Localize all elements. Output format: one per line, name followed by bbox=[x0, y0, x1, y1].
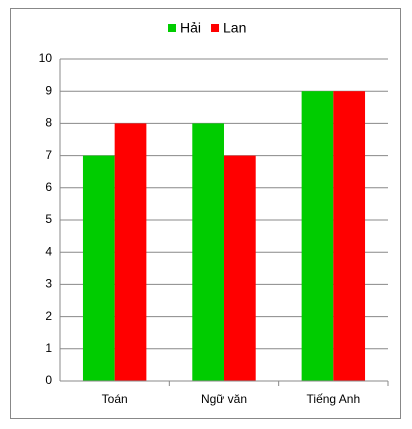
x-tick-label: Toán bbox=[102, 392, 128, 406]
bar bbox=[192, 123, 224, 382]
y-tick-label: 3 bbox=[45, 277, 52, 291]
y-tick-label: 2 bbox=[45, 309, 52, 323]
legend-swatch bbox=[168, 24, 176, 32]
bar bbox=[224, 155, 256, 381]
legend: Hải Lan bbox=[168, 20, 246, 36]
bar bbox=[333, 91, 366, 381]
bar bbox=[82, 155, 115, 381]
y-tick-label: 9 bbox=[45, 83, 52, 97]
legend-swatch bbox=[211, 24, 220, 32]
y-tick-label: 6 bbox=[45, 180, 52, 194]
y-tick-label: 5 bbox=[45, 212, 52, 226]
legend-label: Hải bbox=[180, 20, 201, 36]
y-tick-label: 8 bbox=[45, 116, 52, 130]
y-tick-label: 1 bbox=[45, 341, 52, 355]
bar bbox=[301, 91, 334, 381]
y-tick-label: 7 bbox=[45, 148, 52, 162]
bar bbox=[114, 123, 147, 382]
y-tick-label: 10 bbox=[39, 51, 53, 65]
legend-label: Lan bbox=[223, 20, 246, 36]
y-tick-label: 4 bbox=[45, 244, 52, 258]
x-tick-label: Ngữ văn bbox=[201, 392, 247, 406]
x-tick-label: Tiếng Anh bbox=[307, 392, 361, 406]
y-tick-label: 0 bbox=[45, 373, 52, 387]
